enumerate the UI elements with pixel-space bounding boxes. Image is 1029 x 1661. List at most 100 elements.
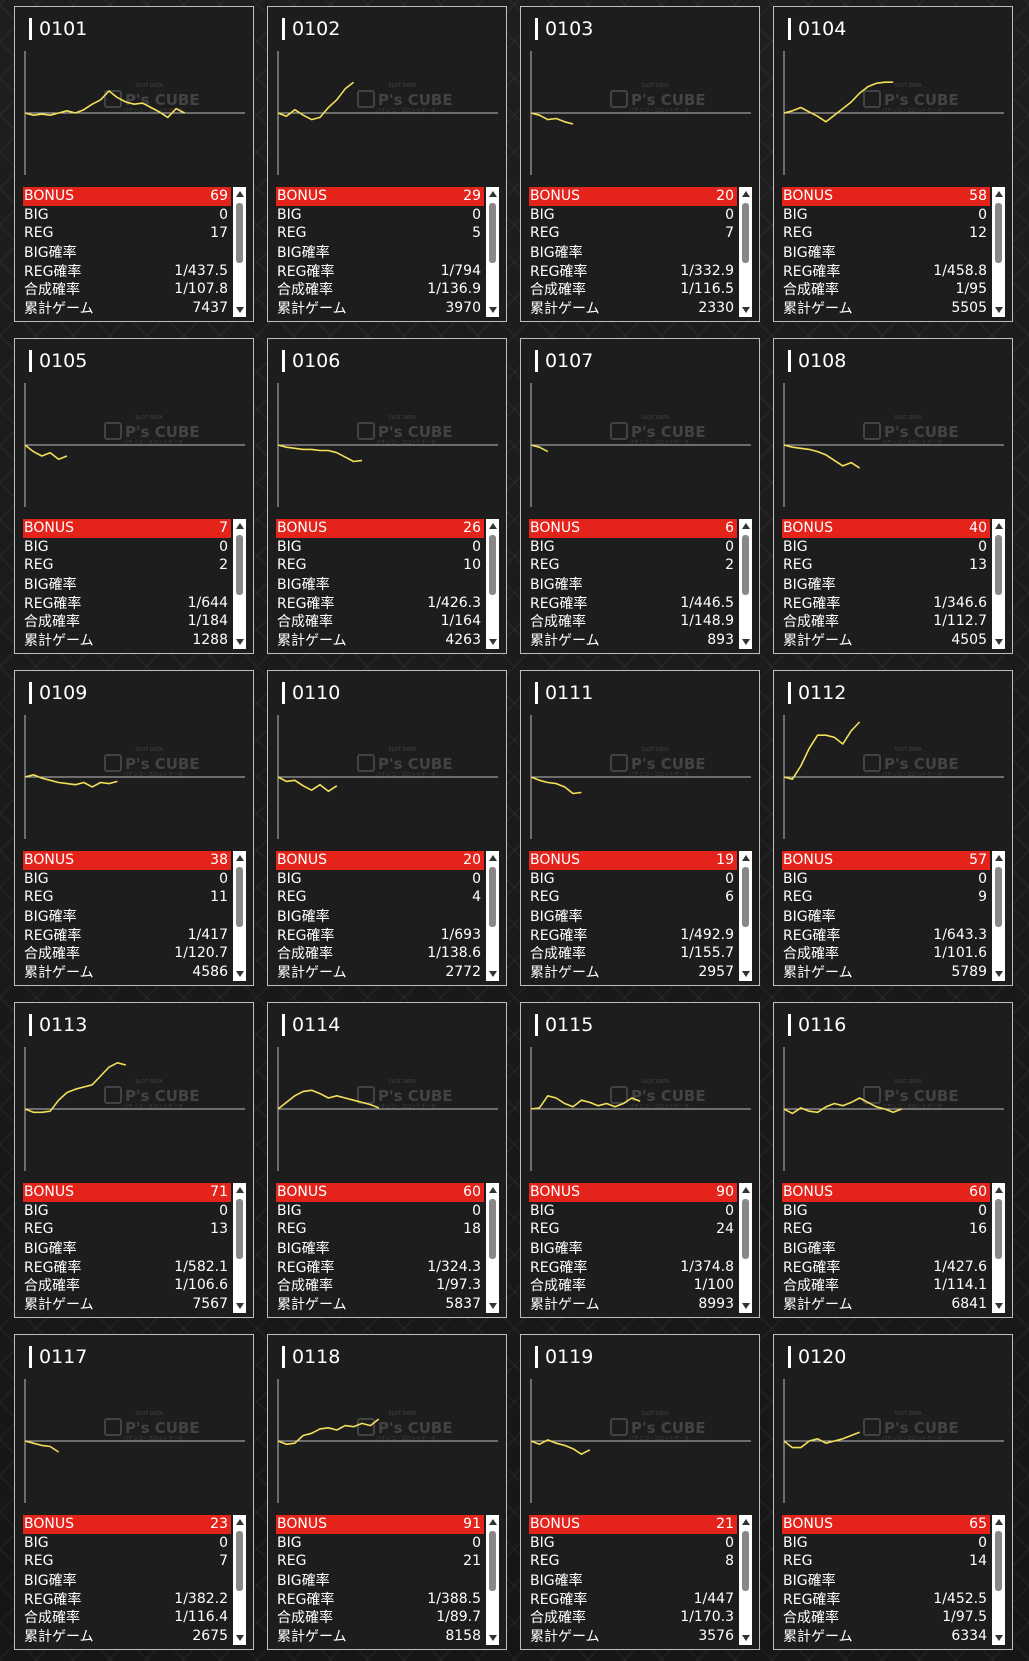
- machine-card-0101[interactable]: 0101 SLOT DATA P's CUBE パチンコ・スロットデータ BON…: [14, 6, 254, 322]
- machine-card-0110[interactable]: 0110 SLOT DATA P's CUBE パチンコ・スロットデータ BON…: [267, 670, 507, 986]
- scroll-up-icon[interactable]: [489, 191, 497, 197]
- machine-card-0106[interactable]: 0106 SLOT DATA P's CUBE パチンコ・スロットデータ BON…: [267, 338, 507, 654]
- scroll-up-icon[interactable]: [742, 523, 750, 529]
- stats-scrollbar[interactable]: [233, 1183, 246, 1313]
- machine-card-0114[interactable]: 0114 SLOT DATA P's CUBE パチンコ・スロットデータ BON…: [267, 1002, 507, 1318]
- scroll-thumb[interactable]: [236, 535, 243, 595]
- scroll-down-icon[interactable]: [236, 971, 244, 977]
- scroll-down-icon[interactable]: [236, 639, 244, 645]
- machine-card-0109[interactable]: 0109 SLOT DATA P's CUBE パチンコ・スロットデータ BON…: [14, 670, 254, 986]
- scroll-thumb[interactable]: [995, 203, 1002, 263]
- scroll-up-icon[interactable]: [742, 1519, 750, 1525]
- scroll-up-icon[interactable]: [995, 191, 1003, 197]
- stats-scrollbar[interactable]: [486, 1183, 499, 1313]
- stats-scrollbar[interactable]: [739, 1515, 752, 1645]
- stats-scrollbar[interactable]: [486, 519, 499, 649]
- scroll-down-icon[interactable]: [489, 1303, 497, 1309]
- machine-card-0116[interactable]: 0116 SLOT DATA P's CUBE パチンコ・スロットデータ BON…: [773, 1002, 1013, 1318]
- stats-scrollbar[interactable]: [233, 187, 246, 317]
- scroll-down-icon[interactable]: [995, 639, 1003, 645]
- scroll-down-icon[interactable]: [742, 307, 750, 313]
- scroll-thumb[interactable]: [489, 535, 496, 595]
- stats-scrollbar[interactable]: [486, 187, 499, 317]
- scroll-thumb[interactable]: [742, 1199, 749, 1259]
- stats-scrollbar[interactable]: [992, 519, 1005, 649]
- scroll-thumb[interactable]: [995, 1199, 1002, 1259]
- machine-card-0105[interactable]: 0105 SLOT DATA P's CUBE パチンコ・スロットデータ BON…: [14, 338, 254, 654]
- machine-card-0115[interactable]: 0115 SLOT DATA P's CUBE パチンコ・スロットデータ BON…: [520, 1002, 760, 1318]
- scroll-down-icon[interactable]: [489, 639, 497, 645]
- stats-scrollbar[interactable]: [739, 1183, 752, 1313]
- stats-scrollbar[interactable]: [233, 851, 246, 981]
- scroll-up-icon[interactable]: [236, 191, 244, 197]
- scroll-thumb[interactable]: [236, 1531, 243, 1591]
- scroll-thumb[interactable]: [742, 1531, 749, 1591]
- scroll-thumb[interactable]: [236, 203, 243, 263]
- scroll-up-icon[interactable]: [489, 1187, 497, 1193]
- scroll-thumb[interactable]: [236, 867, 243, 927]
- stats-scrollbar[interactable]: [739, 187, 752, 317]
- scroll-thumb[interactable]: [995, 535, 1002, 595]
- scroll-thumb[interactable]: [489, 203, 496, 263]
- scroll-down-icon[interactable]: [995, 971, 1003, 977]
- scroll-up-icon[interactable]: [489, 1519, 497, 1525]
- scroll-up-icon[interactable]: [236, 523, 244, 529]
- scroll-down-icon[interactable]: [995, 1635, 1003, 1641]
- scroll-thumb[interactable]: [742, 535, 749, 595]
- machine-card-0113[interactable]: 0113 SLOT DATA P's CUBE パチンコ・スロットデータ BON…: [14, 1002, 254, 1318]
- scroll-down-icon[interactable]: [995, 1303, 1003, 1309]
- scroll-down-icon[interactable]: [489, 307, 497, 313]
- scroll-thumb[interactable]: [742, 203, 749, 263]
- scroll-up-icon[interactable]: [236, 1519, 244, 1525]
- machine-card-0107[interactable]: 0107 SLOT DATA P's CUBE パチンコ・スロットデータ BON…: [520, 338, 760, 654]
- scroll-up-icon[interactable]: [742, 191, 750, 197]
- stats-scrollbar[interactable]: [233, 519, 246, 649]
- machine-card-0108[interactable]: 0108 SLOT DATA P's CUBE パチンコ・スロットデータ BON…: [773, 338, 1013, 654]
- scroll-up-icon[interactable]: [995, 1519, 1003, 1525]
- stats-scrollbar[interactable]: [992, 851, 1005, 981]
- stats-scrollbar[interactable]: [992, 187, 1005, 317]
- scroll-down-icon[interactable]: [742, 971, 750, 977]
- scroll-down-icon[interactable]: [995, 307, 1003, 313]
- machine-card-0102[interactable]: 0102 SLOT DATA P's CUBE パチンコ・スロットデータ BON…: [267, 6, 507, 322]
- machine-card-0119[interactable]: 0119 SLOT DATA P's CUBE パチンコ・スロットデータ BON…: [520, 1334, 760, 1650]
- scroll-thumb[interactable]: [489, 1531, 496, 1591]
- stats-scrollbar[interactable]: [992, 1515, 1005, 1645]
- scroll-down-icon[interactable]: [742, 1635, 750, 1641]
- machine-card-0112[interactable]: 0112 SLOT DATA P's CUBE パチンコ・スロットデータ BON…: [773, 670, 1013, 986]
- scroll-down-icon[interactable]: [489, 1635, 497, 1641]
- stats-scrollbar[interactable]: [739, 519, 752, 649]
- machine-card-0104[interactable]: 0104 SLOT DATA P's CUBE パチンコ・スロットデータ BON…: [773, 6, 1013, 322]
- scroll-down-icon[interactable]: [236, 307, 244, 313]
- stats-scrollbar[interactable]: [486, 1515, 499, 1645]
- scroll-up-icon[interactable]: [236, 855, 244, 861]
- scroll-down-icon[interactable]: [236, 1635, 244, 1641]
- stats-scrollbar[interactable]: [739, 851, 752, 981]
- scroll-up-icon[interactable]: [489, 855, 497, 861]
- scroll-down-icon[interactable]: [742, 1303, 750, 1309]
- machine-card-0120[interactable]: 0120 SLOT DATA P's CUBE パチンコ・スロットデータ BON…: [773, 1334, 1013, 1650]
- stats-scrollbar[interactable]: [233, 1515, 246, 1645]
- machine-card-0117[interactable]: 0117 SLOT DATA P's CUBE パチンコ・スロットデータ BON…: [14, 1334, 254, 1650]
- scroll-thumb[interactable]: [742, 867, 749, 927]
- stats-scrollbar[interactable]: [992, 1183, 1005, 1313]
- scroll-down-icon[interactable]: [236, 1303, 244, 1309]
- machine-card-0103[interactable]: 0103 SLOT DATA P's CUBE パチンコ・スロットデータ BON…: [520, 6, 760, 322]
- scroll-up-icon[interactable]: [995, 855, 1003, 861]
- scroll-up-icon[interactable]: [995, 1187, 1003, 1193]
- scroll-up-icon[interactable]: [742, 855, 750, 861]
- scroll-up-icon[interactable]: [995, 523, 1003, 529]
- machine-card-0111[interactable]: 0111 SLOT DATA P's CUBE パチンコ・スロットデータ BON…: [520, 670, 760, 986]
- scroll-up-icon[interactable]: [236, 1187, 244, 1193]
- scroll-thumb[interactable]: [995, 1531, 1002, 1591]
- machine-card-0118[interactable]: 0118 SLOT DATA P's CUBE パチンコ・スロットデータ BON…: [267, 1334, 507, 1650]
- scroll-thumb[interactable]: [236, 1199, 243, 1259]
- scroll-thumb[interactable]: [995, 867, 1002, 927]
- scroll-down-icon[interactable]: [742, 639, 750, 645]
- stats-scrollbar[interactable]: [486, 851, 499, 981]
- scroll-thumb[interactable]: [489, 1199, 496, 1259]
- scroll-thumb[interactable]: [489, 867, 496, 927]
- scroll-up-icon[interactable]: [742, 1187, 750, 1193]
- scroll-up-icon[interactable]: [489, 523, 497, 529]
- scroll-down-icon[interactable]: [489, 971, 497, 977]
